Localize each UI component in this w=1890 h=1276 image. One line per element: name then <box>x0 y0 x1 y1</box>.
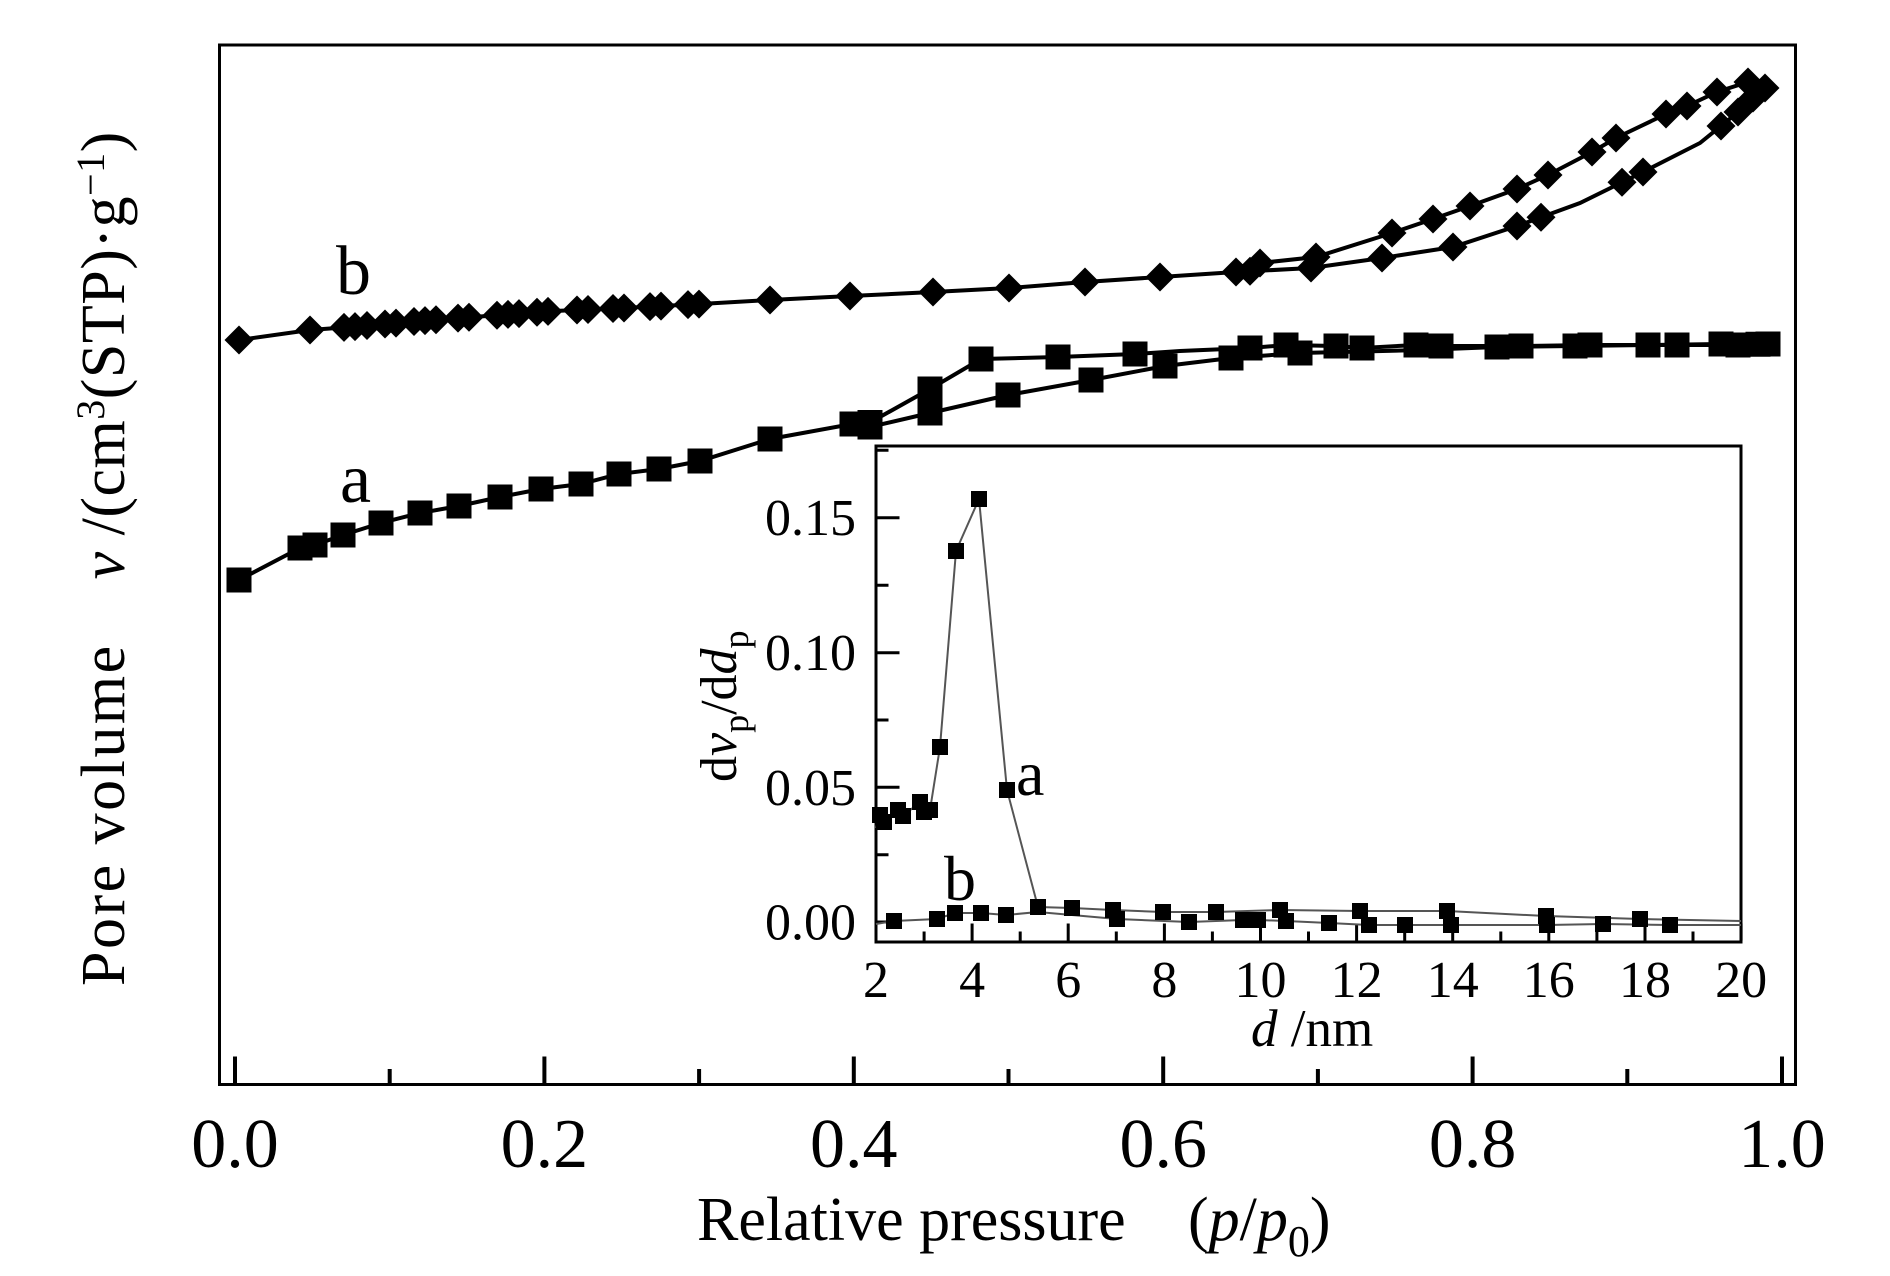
svg-text:4: 4 <box>959 952 985 1009</box>
svg-text:(p/p0): (p/p0) <box>1188 1186 1331 1266</box>
svg-text:0.10: 0.10 <box>765 625 856 682</box>
svg-text:0.00: 0.00 <box>765 895 856 952</box>
svg-text:14: 14 <box>1427 952 1479 1009</box>
svg-text:16: 16 <box>1523 952 1575 1009</box>
svg-text:Pore volume v /(cm3(STP)·g−: Pore volume v /(cm3(STP)·g−1) <box>68 131 138 986</box>
svg-text:6: 6 <box>1055 952 1081 1009</box>
svg-text:0.0: 0.0 <box>191 1106 279 1183</box>
svg-text:b: b <box>944 843 976 914</box>
svg-text:8: 8 <box>1151 952 1177 1009</box>
svg-text:dvp/ddp: dvp/ddp <box>691 630 756 782</box>
svg-text:1.0: 1.0 <box>1738 1106 1826 1183</box>
svg-text:Relative pressure: Relative pressure <box>697 1186 1126 1254</box>
svg-text:20: 20 <box>1715 952 1767 1009</box>
svg-text:10: 10 <box>1235 952 1287 1009</box>
svg-text:0.05: 0.05 <box>765 760 856 817</box>
svg-text:2: 2 <box>863 952 889 1009</box>
svg-text:a: a <box>1016 738 1044 809</box>
svg-text:0.2: 0.2 <box>501 1106 589 1183</box>
svg-text:0.6: 0.6 <box>1119 1106 1207 1183</box>
svg-text:a: a <box>340 441 371 518</box>
svg-text:b: b <box>336 233 371 310</box>
svg-text:0.4: 0.4 <box>810 1106 898 1183</box>
svg-text:12: 12 <box>1331 952 1383 1009</box>
svg-text:d /nm: d /nm <box>1251 1000 1373 1058</box>
svg-text:18: 18 <box>1619 952 1671 1009</box>
svg-text:0.8: 0.8 <box>1429 1106 1517 1183</box>
svg-text:0.15: 0.15 <box>765 490 856 547</box>
